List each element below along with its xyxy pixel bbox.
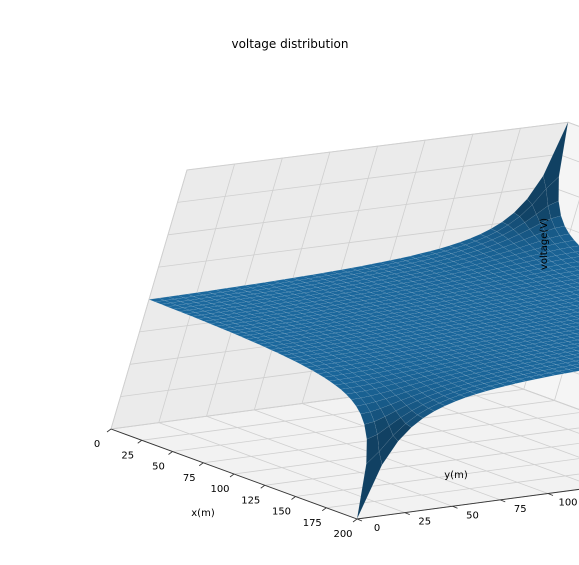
surface-face [567, 282, 579, 288]
surface-face [565, 294, 579, 299]
z-axis-label: voltage(V) [539, 218, 550, 270]
surface-face [575, 322, 579, 325]
surface-face [570, 336, 579, 341]
x-grid-line [233, 427, 579, 475]
x-grid-line [326, 473, 579, 509]
surface-face [574, 332, 579, 336]
surface-face [564, 333, 579, 338]
axis-ticks: 0255075100125150175200025507510012515017… [94, 428, 578, 540]
y-tick-label: 50 [466, 510, 479, 521]
x-axis-label: x(m) [191, 508, 215, 519]
x-tick-label: 100 [210, 484, 229, 495]
surface-face [576, 261, 579, 264]
x-tick-mark [106, 428, 112, 433]
y-tick-mark [452, 505, 458, 509]
surface-face [572, 286, 579, 291]
surface-face [469, 388, 487, 395]
x-grid-line [264, 442, 579, 486]
surface-face [569, 346, 579, 351]
y-tick-mark [500, 499, 506, 503]
surface-face [567, 339, 579, 345]
y-tick-label: 0 [374, 523, 380, 534]
y-tick-label: 100 [558, 498, 577, 509]
x-tick-mark [322, 507, 327, 512]
x-tick-label: 150 [272, 507, 291, 518]
x-tick-mark [199, 462, 204, 467]
x-grid-line [203, 412, 579, 464]
surface-face [428, 402, 446, 412]
surface-face [568, 329, 579, 334]
y-tick-mark [547, 493, 554, 496]
surface-face [562, 354, 579, 359]
surface-face [392, 423, 412, 442]
x-tick-label: 200 [333, 529, 352, 540]
surface-face [570, 278, 579, 283]
surface-face [569, 318, 579, 324]
x-tick-label: 25 [121, 450, 134, 461]
y-tick-mark [404, 512, 410, 515]
surface-face [449, 394, 467, 402]
x-tick-label: 0 [94, 439, 100, 450]
surface-face [519, 376, 537, 382]
surface-face [568, 270, 579, 276]
x-tick-label: 175 [303, 518, 322, 529]
x-tick-label: 75 [183, 473, 196, 484]
chart-title: voltage distribution [231, 37, 348, 51]
x-tick-label: 125 [241, 495, 260, 506]
x-tick-mark [229, 473, 235, 478]
y-tick-mark [356, 518, 363, 522]
x-tick-label: 50 [152, 462, 165, 473]
surface-face [356, 451, 383, 520]
surface-face [570, 308, 579, 313]
surface-face [564, 240, 579, 248]
x-grid-line [295, 458, 579, 497]
surface-face [575, 293, 579, 297]
surface-face [565, 360, 579, 366]
surface-face [459, 391, 477, 398]
surface-face [563, 343, 579, 349]
surface-face [572, 315, 579, 319]
x-tick-mark [168, 451, 173, 455]
y-tick-label: 25 [418, 517, 431, 528]
x-tick-mark [137, 439, 142, 444]
surface-face [575, 350, 579, 352]
x-tick-mark [260, 484, 265, 489]
surface-face [574, 360, 579, 363]
x-tick-mark [291, 496, 296, 500]
y-axis-label: y(m) [444, 470, 468, 481]
surface-face [563, 287, 579, 292]
surface-face [572, 353, 579, 358]
surface-face [509, 378, 527, 384]
surface-plot [148, 122, 579, 520]
surface-face [566, 312, 579, 317]
y-tick-label: 75 [514, 504, 527, 515]
x-tick-mark [352, 518, 358, 523]
surface-face [565, 322, 579, 328]
